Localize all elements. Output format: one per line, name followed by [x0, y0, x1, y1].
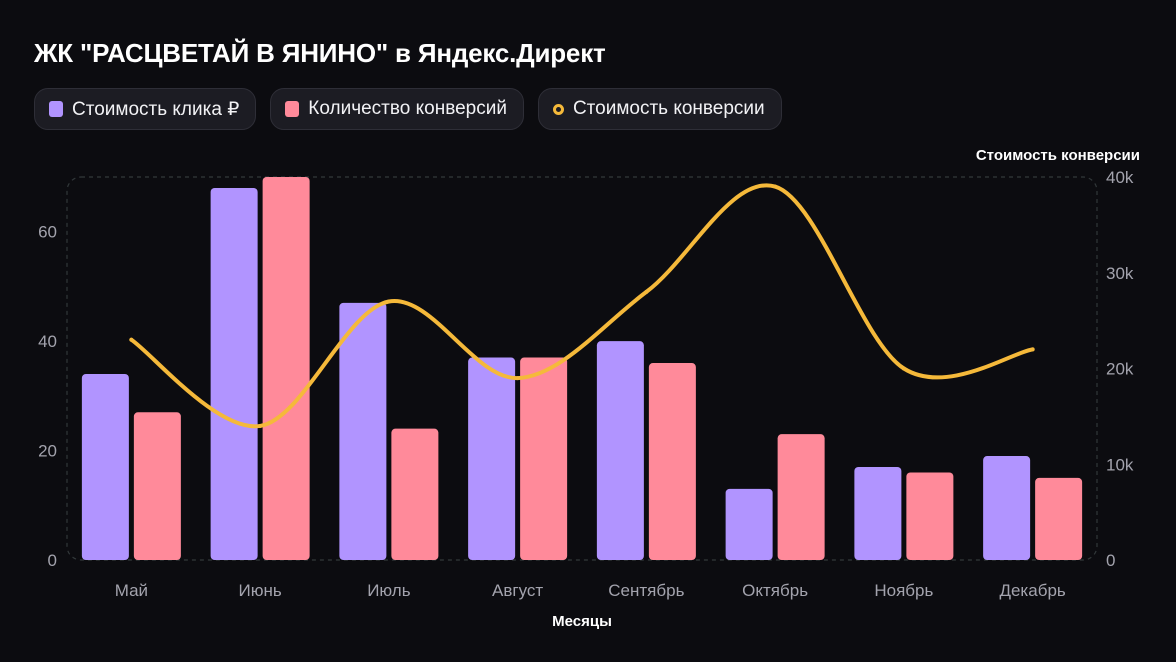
bar-click-cost[interactable] — [81, 373, 129, 560]
y2-tick-label: 10k — [1106, 455, 1134, 474]
bar-conversions[interactable] — [1035, 477, 1083, 560]
y-tick-label: 0 — [48, 551, 57, 570]
x-axis-labels: Май Июнь Июль Август Сентябрь Октябрь Ноябрь Де… — [115, 581, 1066, 600]
legend-item-conversion-cost[interactable]: Стоимость конверсии — [537, 88, 782, 130]
x-tick-label: Декабрь — [999, 581, 1065, 600]
legend-label-conversions: Количество конверсий — [308, 98, 507, 119]
x-tick-label: Июль — [367, 581, 411, 600]
bar-conversions[interactable] — [391, 428, 439, 560]
line-series — [129, 183, 1035, 429]
bar-click-cost[interactable] — [596, 341, 644, 560]
x-tick-label: Май — [115, 581, 148, 600]
bar-click-cost[interactable] — [983, 456, 1031, 560]
x-tick-label: Октябрь — [742, 581, 808, 600]
legend-item-click-cost[interactable]: Стоимость клика ₽ — [34, 88, 257, 130]
bar-conversions[interactable] — [777, 434, 825, 560]
legend-label-click-cost: Стоимость клика ₽ — [72, 98, 240, 120]
x-tick-label: Июнь — [239, 581, 282, 600]
bar-click-cost[interactable] — [468, 357, 516, 560]
y-tick-label: 40 — [38, 332, 57, 351]
line-conversion-cost[interactable] — [129, 183, 1035, 429]
plot-area-frame — [66, 176, 1098, 561]
line-point-conversion-cost[interactable] — [129, 337, 134, 342]
bar-click-cost[interactable] — [339, 302, 387, 560]
x-tick-label: Август — [492, 581, 543, 600]
line-point-conversion-cost[interactable] — [515, 376, 520, 381]
line-point-conversion-cost[interactable] — [258, 423, 263, 428]
bar-conversions[interactable] — [648, 363, 696, 560]
y2-tick-label: 40k — [1106, 168, 1134, 187]
chart-legend: Стоимость клика ₽ Количество конверсий С… — [34, 88, 782, 130]
line-point-conversion-cost[interactable] — [386, 299, 391, 304]
bar-click-cost[interactable] — [210, 187, 258, 560]
bar-conversions[interactable] — [262, 177, 310, 560]
x-tick-label: Ноябрь — [874, 581, 933, 600]
line-point-conversion-cost[interactable] — [773, 184, 778, 189]
bar-click-cost[interactable] — [725, 488, 773, 560]
bar-conversions[interactable] — [906, 472, 954, 560]
y-tick-label: 60 — [38, 223, 57, 242]
bar-series — [81, 177, 1083, 560]
click-cost-swatch-icon — [49, 101, 63, 117]
legend-label-conversion-cost: Стоимость конверсии — [572, 98, 765, 119]
bar-conversions[interactable] — [520, 357, 568, 560]
x-axis-title: Месяцы — [552, 613, 612, 630]
bar-click-cost[interactable] — [854, 466, 902, 560]
line-point-conversion-cost[interactable] — [644, 289, 649, 294]
x-tick-label: Сентябрь — [608, 581, 684, 600]
bar-conversions[interactable] — [133, 412, 181, 560]
line-point-conversion-cost[interactable] — [901, 366, 906, 371]
y-tick-label: 20 — [38, 442, 57, 461]
legend-item-conversions[interactable]: Количество конверсий — [270, 88, 524, 130]
y2-axis-title: Стоимость конверсии — [976, 147, 1140, 164]
conversion-cost-ring-icon — [552, 103, 564, 115]
axis-ticks: 0 20 40 60 0 10k 20k 30k 40k — [38, 168, 1134, 570]
line-point-conversion-cost[interactable] — [1030, 347, 1035, 352]
y2-tick-label: 20k — [1106, 360, 1134, 379]
y2-tick-label: 30k — [1106, 264, 1134, 283]
y2-tick-label: 0 — [1106, 551, 1115, 570]
conversions-swatch-icon — [285, 101, 300, 117]
chart-title: ЖК "РАСЦВЕТАЙ В ЯНИНО" в Яндекс.Директ — [34, 38, 606, 68]
